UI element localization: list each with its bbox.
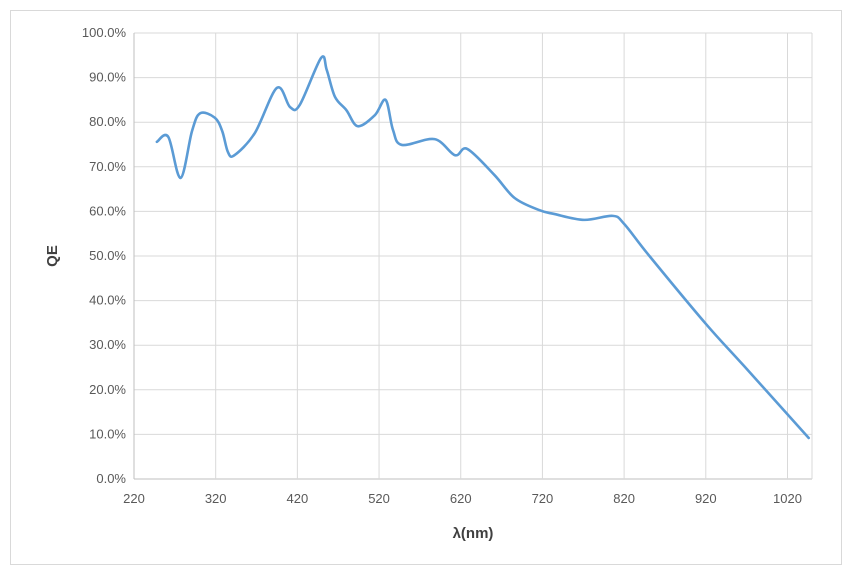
y-tick-label: 80.0%	[89, 114, 126, 129]
y-tick-label: 30.0%	[89, 337, 126, 352]
y-tick-label: 100.0%	[82, 25, 127, 40]
x-tick-label: 720	[532, 491, 554, 506]
x-tick-label: 920	[695, 491, 717, 506]
x-tick-label: 620	[450, 491, 472, 506]
y-tick-label: 0.0%	[96, 471, 126, 486]
x-axis-title: λ(nm)	[453, 525, 494, 542]
y-tick-label: 40.0%	[89, 293, 126, 308]
y-tick-label: 90.0%	[89, 70, 126, 85]
x-tick-label: 1020	[773, 491, 802, 506]
y-tick-label: 60.0%	[89, 203, 126, 218]
y-tick-label: 20.0%	[89, 382, 126, 397]
x-tick-label: 520	[368, 491, 390, 506]
chart-frame	[10, 10, 842, 565]
y-tick-label: 10.0%	[89, 426, 126, 441]
x-tick-label: 420	[287, 491, 309, 506]
series-line	[155, 55, 811, 440]
x-tick-label: 820	[613, 491, 635, 506]
x-tick-label: 220	[123, 491, 145, 506]
y-tick-label: 50.0%	[89, 248, 126, 263]
x-tick-label: 320	[205, 491, 227, 506]
y-axis-title: QE	[44, 245, 61, 267]
y-tick-label: 70.0%	[89, 159, 126, 174]
